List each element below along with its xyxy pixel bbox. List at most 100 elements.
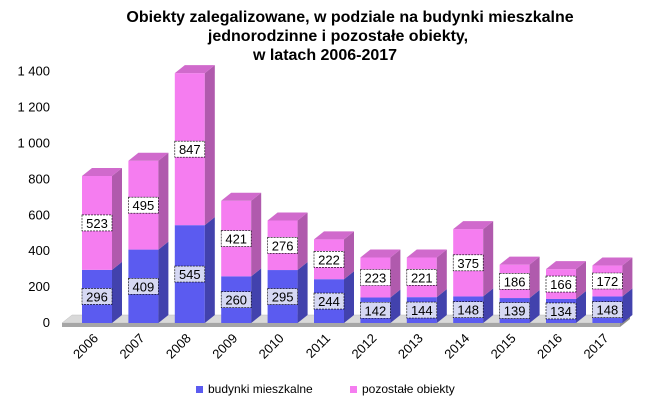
data-label: 222 <box>318 252 340 267</box>
data-label: 421 <box>225 232 247 247</box>
bar-top-face <box>82 167 122 176</box>
data-label: 296 <box>86 289 108 304</box>
data-label-box <box>592 272 623 290</box>
bar-stack-2012: 142 223 <box>360 249 401 323</box>
y-tick-label: 600 <box>28 207 50 222</box>
x-tick-label: 2009 <box>209 331 240 362</box>
data-label: 523 <box>86 216 108 231</box>
bar-segment-side <box>297 212 308 271</box>
data-label: 847 <box>179 142 201 157</box>
bar-segment-side <box>251 192 262 277</box>
bar-segment-side <box>622 288 633 323</box>
bar-top-face <box>174 65 215 74</box>
bar-segment-side <box>251 268 262 323</box>
bar-segment-side <box>344 271 354 323</box>
bar-stack-2006: 296 523 <box>81 167 122 323</box>
data-label: 495 <box>133 198 155 213</box>
bar-segment-side <box>576 261 586 299</box>
x-tick-label: 2006 <box>70 331 101 362</box>
bar-segment-side <box>436 289 447 323</box>
data-label: 142 <box>365 303 387 318</box>
y-tick-label: 1 200 <box>17 100 50 115</box>
bar-top-face <box>592 257 633 266</box>
bar-stack-2007: 409 495 <box>128 152 169 323</box>
bar-segment-side <box>390 249 401 298</box>
data-label-box <box>81 288 113 305</box>
data-label-box <box>499 302 530 319</box>
legend: budynki mieszkalne pozostałe obiekty <box>196 382 455 396</box>
bar-segment-side <box>576 290 586 323</box>
x-axis: 2006 2007 2008 2009 2010 2011 2012 2013 2014 2015… <box>70 331 611 362</box>
data-label-box <box>545 302 577 320</box>
bar-stack-2010: 295 276 <box>267 212 308 323</box>
y-tick-label: 800 <box>28 171 50 186</box>
chart-title-line-3: w latach 2006-2017 <box>252 47 397 64</box>
bar-segment-side <box>622 257 633 297</box>
data-label-box <box>452 254 484 272</box>
bar-segment-side <box>158 241 169 323</box>
data-label: 545 <box>179 267 201 282</box>
data-label: 166 <box>550 277 572 292</box>
data-label-box <box>128 196 159 214</box>
data-label-box <box>174 265 206 283</box>
data-label: 223 <box>365 270 387 285</box>
bar-top-face <box>546 261 586 270</box>
bar-segment-side <box>204 217 215 323</box>
bar-top-face <box>360 249 401 258</box>
data-label-box <box>174 140 206 158</box>
data-label-box <box>406 301 438 319</box>
data-label: 144 <box>411 303 433 318</box>
data-label-box <box>406 269 438 286</box>
data-label-box <box>360 269 391 286</box>
bar-segment-side <box>483 288 494 323</box>
bar-segment-side <box>436 249 447 298</box>
y-tick-label: 1 400 <box>17 64 50 79</box>
x-tick-label: 2011 <box>303 331 333 361</box>
y-axis: 0 200 400 600 800 1 000 1 200 1 400 <box>17 64 50 330</box>
bar-segment-side <box>529 256 540 299</box>
data-label: 148 <box>457 303 479 318</box>
legend-swatch-pozostale <box>350 386 357 393</box>
data-label: 172 <box>597 274 619 289</box>
bar-top-face <box>453 221 494 230</box>
bar-stack-2009: 260 421 <box>220 192 262 323</box>
chart-title-line-1: Obiekty zalegalizowane, w podziale na bu… <box>126 9 573 26</box>
bar-top-face <box>128 152 169 161</box>
data-label-box <box>592 301 623 319</box>
data-label-box <box>360 301 391 319</box>
x-tick-label: 2013 <box>395 331 426 362</box>
bar-segment-side <box>529 290 540 323</box>
data-label: 409 <box>133 279 155 294</box>
data-label: 295 <box>272 290 294 305</box>
data-label-box <box>128 277 159 295</box>
x-tick-label: 2017 <box>580 331 611 362</box>
data-label: 139 <box>504 304 526 319</box>
chart-title-line-2: jednorodzinne i pozostałe obiekty, <box>207 28 468 45</box>
data-label: 260 <box>225 293 247 308</box>
bar-segment-side <box>112 167 122 270</box>
data-label: 186 <box>504 274 526 289</box>
bar-top-face <box>314 231 354 240</box>
x-tick-label: 2012 <box>348 331 379 362</box>
bar-segment-side <box>158 152 169 250</box>
data-label-box <box>220 230 252 247</box>
x-tick-label: 2016 <box>534 331 565 362</box>
chart-title: Obiekty zalegalizowane, w podziale na bu… <box>126 9 573 64</box>
floor-front <box>62 323 620 327</box>
bar-top-face <box>221 192 262 201</box>
data-label: 221 <box>411 270 433 285</box>
data-label: 148 <box>597 303 619 318</box>
x-tick-label: 2008 <box>163 331 194 362</box>
data-label-box <box>267 236 298 254</box>
y-tick-label: 0 <box>43 315 50 330</box>
data-label-box <box>313 250 345 268</box>
data-label: 244 <box>318 294 340 309</box>
bar-stack-2016: 134 166 <box>545 261 586 323</box>
bar-stack-2015: 139 186 <box>499 256 540 323</box>
data-label: 276 <box>272 238 294 253</box>
bar-stack-2017: 148 172 <box>592 257 633 323</box>
y-tick-label: 1 000 <box>17 136 50 151</box>
bar-segment-side <box>344 231 354 280</box>
bar-stack-2014: 148 375 <box>452 221 494 323</box>
